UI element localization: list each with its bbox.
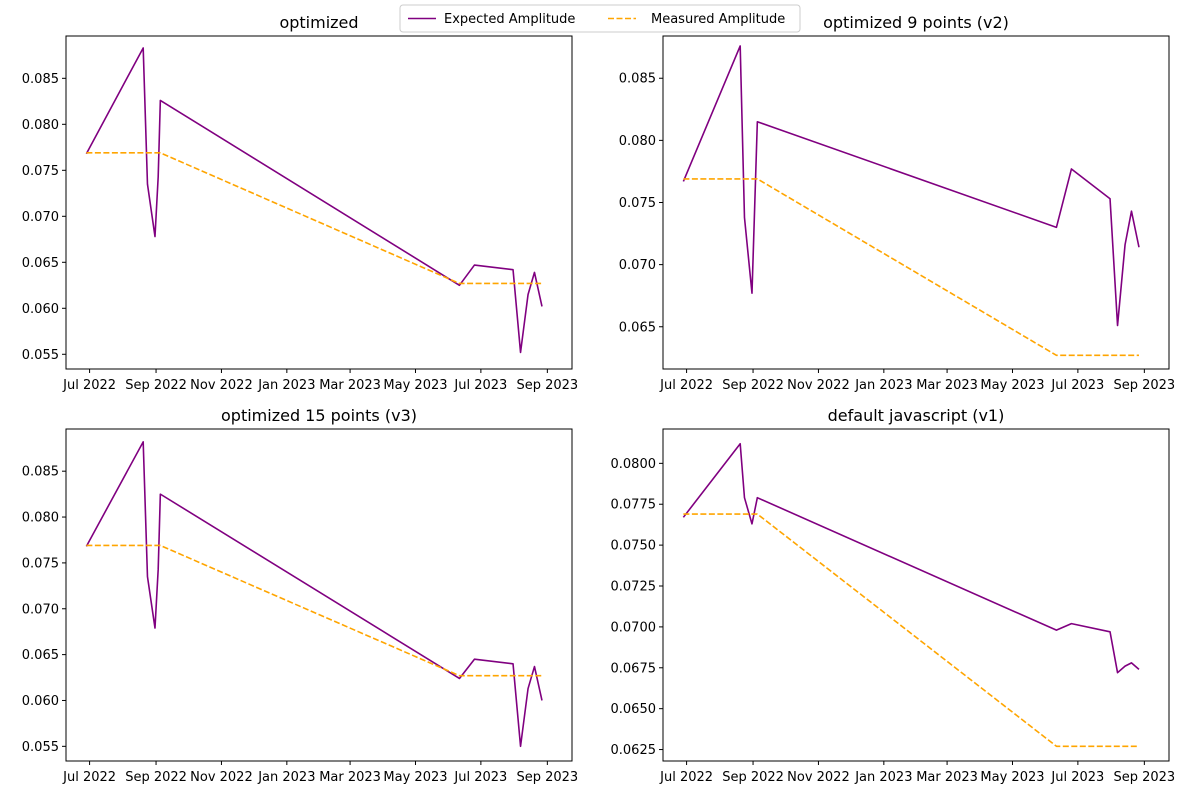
x-tick-label: Sep 2022	[125, 378, 187, 393]
series-line-expected-amplitude	[85, 441, 543, 748]
plot-frame	[662, 35, 1170, 370]
chart-panel-3: optimized 15 points (v3) Jul 2022 Sep 2022…	[22, 406, 578, 785]
legend-label-measured: Measured Amplitude	[651, 12, 785, 27]
panel-title: optimized 15 points (v3)	[221, 406, 417, 425]
x-tick-label: Nov 2022	[787, 770, 850, 785]
x-tick-label: Jul 2022	[659, 378, 713, 393]
x-tick-label: Sep 2022	[722, 770, 784, 785]
legend: Expected Amplitude Measured Amplitude	[399, 4, 801, 33]
x-tick-label: Sep 2023	[516, 770, 578, 785]
y-tick-label: 0.060	[22, 694, 59, 709]
y-tick-label: 0.085	[22, 72, 59, 87]
x-tick-label: Jan 2023	[854, 378, 912, 393]
x-tick-label: May 2023	[383, 378, 447, 393]
series-line-measured-amplitude	[683, 513, 1139, 748]
y-tick-label: 0.055	[22, 348, 59, 363]
y-tick-label: 0.075	[619, 196, 656, 211]
chart-panel-2: optimized 9 points (v2) Jul 2022 Sep 2022 N…	[619, 13, 1175, 393]
x-tick-label: Mar 2023	[916, 770, 978, 785]
x-tick-label: Sep 2023	[516, 378, 578, 393]
y-tick-label: 0.0800	[611, 457, 657, 472]
chart-panel-1: optimized Jul 2022 Sep 2022 Nov 2022 Jan 202…	[22, 13, 578, 393]
y-tick-label: 0.070	[619, 258, 656, 273]
panel-title: optimized	[279, 13, 358, 32]
y-tick-label: 0.075	[22, 556, 59, 571]
x-tick-label: Sep 2023	[1113, 770, 1175, 785]
y-tick-label: 0.070	[22, 210, 59, 225]
panel-title: default javascript (v1)	[828, 406, 1005, 425]
x-tick-label: Jul 2022	[659, 770, 713, 785]
x-tick-label: Jul 2023	[1050, 378, 1104, 393]
y-tick-label: 0.065	[22, 648, 59, 663]
chart-panel-4: default javascript (v1) Jul 2022 Sep 2022 N…	[611, 406, 1176, 785]
x-tick-label: Nov 2022	[190, 378, 253, 393]
x-tick-label: Sep 2022	[722, 378, 784, 393]
y-tick-label: 0.080	[22, 511, 59, 526]
x-tick-label: Jan 2023	[257, 378, 315, 393]
y-tick-label: 0.085	[22, 465, 59, 480]
x-tick-label: Jul 2023	[453, 378, 507, 393]
y-tick-label: 0.055	[22, 740, 59, 755]
y-tick-label: 0.0775	[611, 498, 657, 513]
plot-frame	[65, 428, 573, 762]
x-tick-label: May 2023	[980, 770, 1044, 785]
y-tick-label: 0.080	[22, 118, 59, 133]
panel-title: optimized 9 points (v2)	[823, 13, 1009, 32]
y-tick-label: 0.065	[22, 256, 59, 271]
x-tick-label: Jul 2022	[62, 378, 116, 393]
x-tick-label: Mar 2023	[916, 378, 978, 393]
y-tick-label: 0.085	[619, 72, 656, 87]
x-tick-label: Jul 2023	[453, 770, 507, 785]
x-tick-label: Mar 2023	[319, 770, 381, 785]
y-tick-label: 0.0700	[611, 620, 657, 635]
y-tick-label: 0.060	[22, 302, 59, 317]
series-line-measured-amplitude	[86, 152, 542, 285]
y-tick-label: 0.080	[619, 134, 656, 149]
x-tick-label: May 2023	[980, 378, 1044, 393]
series-line-measured-amplitude	[86, 544, 542, 677]
series-line-measured-amplitude	[683, 178, 1139, 357]
series-line-expected-amplitude	[682, 442, 1140, 674]
x-tick-label: Sep 2023	[1113, 378, 1175, 393]
y-tick-label: 0.070	[22, 602, 59, 617]
legend-frame	[399, 4, 801, 33]
x-tick-label: Sep 2022	[125, 770, 187, 785]
y-tick-label: 0.065	[619, 320, 656, 335]
y-tick-label: 0.0625	[611, 743, 657, 758]
y-tick-label: 0.0750	[611, 539, 657, 554]
y-tick-label: 0.075	[22, 164, 59, 179]
x-tick-label: Nov 2022	[787, 378, 850, 393]
x-tick-label: Jul 2022	[62, 770, 116, 785]
plot-frame	[662, 428, 1170, 762]
x-tick-label: Nov 2022	[190, 770, 253, 785]
x-tick-label: Mar 2023	[319, 378, 381, 393]
y-tick-label: 0.0650	[611, 702, 657, 717]
series-line-expected-amplitude	[682, 45, 1140, 327]
x-tick-label: Jan 2023	[257, 770, 315, 785]
x-tick-label: May 2023	[383, 770, 447, 785]
plot-frame	[65, 35, 573, 370]
series-line-expected-amplitude	[85, 47, 543, 354]
y-tick-label: 0.0725	[611, 580, 657, 595]
x-tick-label: Jul 2023	[1050, 770, 1104, 785]
legend-label-expected: Expected Amplitude	[444, 12, 575, 27]
y-tick-label: 0.0675	[611, 661, 657, 676]
x-tick-label: Jan 2023	[854, 770, 912, 785]
